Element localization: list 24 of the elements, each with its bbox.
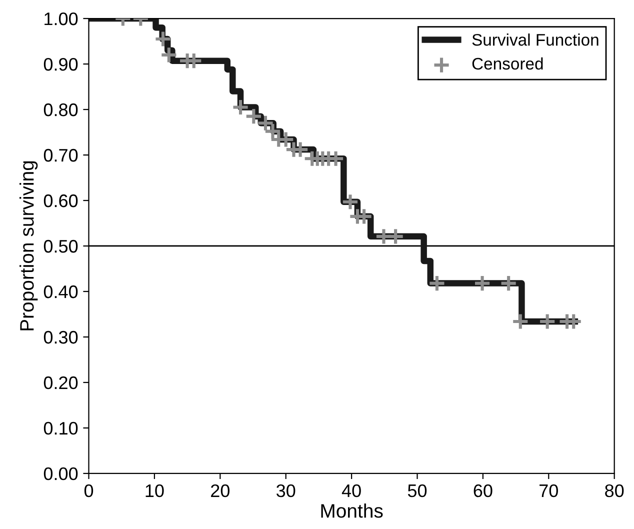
y-tick-label: 0.60 [44,194,78,208]
x-tick-label: 70 [540,484,558,498]
y-tick-label: 0.10 [44,422,78,435]
x-tick-label: 10 [146,484,164,498]
y-tick-label: 0.40 [44,285,78,298]
y-tick-label: 0.00 [44,467,78,480]
y-axis-title: Proportion surviving [20,161,38,330]
y-tick-label: 0.20 [44,376,78,390]
legend-label: Survival Function [472,34,598,46]
x-tick-label: 0 [84,484,94,498]
x-tick-label: 50 [408,484,427,498]
x-tick-label: 30 [276,484,296,498]
y-tick-label: 0.90 [44,58,78,71]
y-tick-label: 0.50 [44,240,78,253]
legend-label: Censored [472,57,543,70]
y-tick-label: 1.00 [44,12,78,26]
x-tick-label: 80 [605,484,624,498]
y-tick-label: 0.70 [44,148,78,162]
x-tick-label: 60 [474,484,492,498]
x-tick-label: 20 [211,484,230,498]
y-tick-label: 0.30 [44,330,78,344]
x-axis-title: Months [321,503,383,518]
x-tick-label: 40 [342,484,361,498]
y-tick-label: 0.80 [44,103,78,116]
